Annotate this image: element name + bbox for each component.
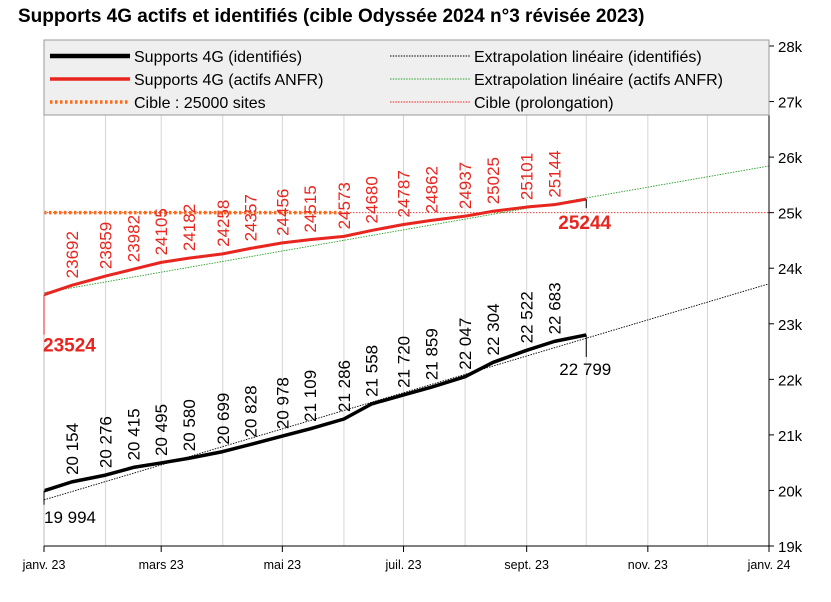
data-label: 25144 xyxy=(545,150,564,197)
y-tick-label: 19k xyxy=(778,539,803,556)
data-label: 22 799 xyxy=(559,360,611,379)
y-tick-label: 26k xyxy=(778,150,803,167)
axes: 19k 20k 21k 22k 23k 24k 25k 26k 27k 28k janv. 23 ma… xyxy=(22,39,803,572)
data-label: 24573 xyxy=(335,182,354,229)
data-label: 21 859 xyxy=(422,328,441,380)
chart-title: Supports 4G actifs et identifiés (cible … xyxy=(18,6,645,27)
data-label: 20 415 xyxy=(124,408,143,460)
data-label: 20 276 xyxy=(97,416,116,468)
data-label: 21 286 xyxy=(335,360,354,412)
x-tick-label: nov. 23 xyxy=(628,558,668,572)
data-label: 24258 xyxy=(214,200,233,247)
data-label: 24937 xyxy=(456,162,475,209)
data-label: 25101 xyxy=(518,153,537,200)
data-label: 20 978 xyxy=(273,377,292,429)
data-label: 21 720 xyxy=(395,336,414,388)
data-label: 24862 xyxy=(422,166,441,213)
data-label: 22 304 xyxy=(484,303,503,355)
data-label: 23524 xyxy=(43,336,96,357)
legend-label: Supports 4G (actifs ANFR) xyxy=(134,72,323,89)
legend-label: Extrapolation linéaire (identifiés) xyxy=(474,49,702,66)
grid-lines xyxy=(43,46,770,546)
data-labels: 19 994 20 154 20 276 20 415 20 495 20 580 20 6… xyxy=(43,150,612,526)
data-label: 23982 xyxy=(124,215,143,262)
x-tick-label: janv. 23 xyxy=(22,558,66,572)
data-label: 25244 xyxy=(558,213,611,234)
x-tick-label: janv. 24 xyxy=(747,558,791,572)
data-label: 24680 xyxy=(363,176,382,223)
data-label: 24515 xyxy=(301,185,320,232)
data-label: 25025 xyxy=(484,157,503,204)
data-label: 22 683 xyxy=(545,282,564,334)
x-tick-label: juil. 23 xyxy=(384,558,421,572)
y-tick-label: 27k xyxy=(778,95,803,112)
data-label: 21 109 xyxy=(301,370,320,422)
legend-label: Supports 4G (identifiés) xyxy=(134,49,302,66)
x-tick-label: mai 23 xyxy=(264,558,302,572)
data-label: 20 580 xyxy=(180,399,199,451)
data-label: 20 495 xyxy=(152,404,171,456)
series-lines xyxy=(43,165,770,501)
y-tick-label: 28k xyxy=(778,39,803,56)
data-label: 19 994 xyxy=(44,508,96,527)
data-label: 20 154 xyxy=(63,423,82,475)
data-label: 23859 xyxy=(97,222,116,269)
data-label: 22 047 xyxy=(456,318,475,370)
legend-box xyxy=(43,39,770,116)
data-label: 24456 xyxy=(273,189,292,236)
data-label: 20 699 xyxy=(214,393,233,445)
trend-line-anfr xyxy=(43,165,770,294)
trend-line-identified xyxy=(43,283,770,501)
data-label: 22 522 xyxy=(518,291,537,343)
y-tick-label: 25k xyxy=(778,206,803,223)
y-tick-label: 22k xyxy=(778,372,803,389)
data-label: 24357 xyxy=(242,194,261,241)
series-line-identified xyxy=(43,333,587,493)
data-label: 24105 xyxy=(152,208,171,255)
data-label: 24787 xyxy=(395,170,414,217)
data-label: 20 828 xyxy=(242,385,261,437)
data-label: 21 558 xyxy=(363,345,382,397)
series-line-anfr xyxy=(43,197,587,297)
legend-label: Cible (prolongation) xyxy=(474,95,614,112)
legend: Supports 4G (identifiés) Extrapolation li… xyxy=(43,39,770,116)
data-label: 24182 xyxy=(180,204,199,251)
legend-label: Extrapolation linéaire (actifs ANFR) xyxy=(474,72,723,89)
x-tick-label: sept. 23 xyxy=(504,558,549,572)
x-tick-label: mars 23 xyxy=(139,558,184,572)
y-tick-label: 24k xyxy=(778,261,803,278)
data-label: 23692 xyxy=(63,231,82,278)
legend-label: Cible : 25000 sites xyxy=(134,95,266,112)
y-tick-label: 23k xyxy=(778,317,803,334)
y-tick-label: 20k xyxy=(778,483,803,500)
y-tick-label: 21k xyxy=(778,428,803,445)
